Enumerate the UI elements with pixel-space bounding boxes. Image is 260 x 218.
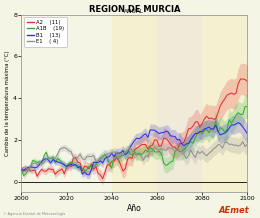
Bar xyxy=(202,15,247,192)
X-axis label: Año: Año xyxy=(127,204,142,213)
Title: REGION DE MURCIA: REGION DE MURCIA xyxy=(89,5,180,14)
Bar xyxy=(157,15,202,192)
Bar xyxy=(112,15,157,192)
Y-axis label: Cambio de la temperatura máxima (°C): Cambio de la temperatura máxima (°C) xyxy=(5,51,10,156)
Text: ANUAL: ANUAL xyxy=(124,9,144,14)
Legend: A2    (11), A1B    (19), B1    (13), E1    ( 4): A2 (11), A1B (19), B1 (13), E1 ( 4) xyxy=(24,17,67,46)
Text: AEmet: AEmet xyxy=(219,206,250,215)
Text: © Agencia Estatal de Meteorología: © Agencia Estatal de Meteorología xyxy=(3,212,65,216)
